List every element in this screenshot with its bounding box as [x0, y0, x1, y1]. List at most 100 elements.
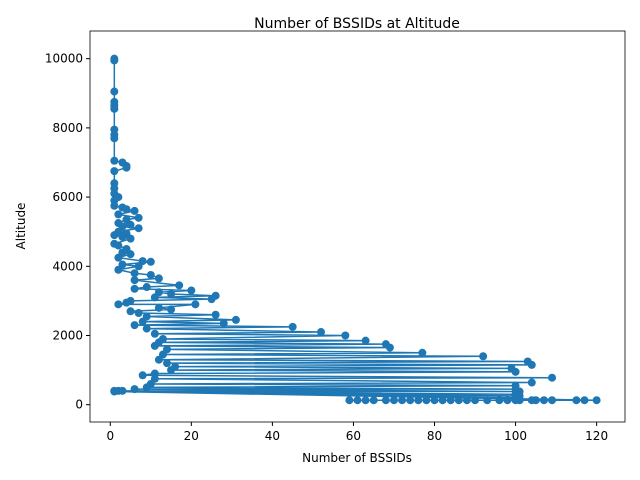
data-point	[527, 378, 536, 387]
data-point	[414, 396, 423, 405]
data-point	[231, 315, 240, 324]
y-tick-label: 6000	[52, 190, 83, 204]
data-point	[446, 396, 455, 405]
y-tick-label: 2000	[52, 328, 83, 342]
data-point	[146, 270, 155, 279]
y-tick-label: 0	[75, 398, 83, 412]
x-tick-label: 20	[184, 429, 199, 443]
data-point	[134, 224, 143, 233]
data-point	[130, 385, 139, 394]
data-point	[430, 396, 439, 405]
data-point	[483, 396, 492, 405]
data-point	[369, 396, 378, 405]
data-point	[138, 371, 147, 380]
data-point	[134, 213, 143, 222]
data-point	[130, 321, 139, 330]
data-point	[110, 87, 119, 96]
data-point	[592, 396, 601, 405]
x-tick-label: 60	[346, 429, 361, 443]
data-point	[114, 300, 123, 309]
data-point	[418, 348, 427, 357]
data-point	[288, 322, 297, 331]
data-point	[110, 201, 119, 210]
data-point	[341, 331, 350, 340]
data-point	[191, 300, 200, 309]
data-point	[317, 328, 326, 337]
data-point	[539, 396, 548, 405]
y-axis-label: Altitude	[14, 203, 28, 250]
data-point	[345, 396, 354, 405]
data-point	[471, 396, 480, 405]
data-point	[572, 396, 581, 405]
x-tick-label: 40	[265, 429, 280, 443]
data-point	[503, 396, 512, 405]
data-point	[130, 269, 139, 278]
data-point	[110, 387, 119, 396]
data-point	[154, 303, 163, 312]
plot-frame	[89, 30, 626, 423]
data-point	[118, 386, 127, 395]
data-point	[187, 286, 196, 295]
data-point	[353, 396, 362, 405]
data-point	[146, 257, 155, 266]
data-point	[454, 396, 463, 405]
data-point	[134, 309, 143, 318]
data-line	[112, 58, 597, 401]
data-point	[154, 274, 163, 283]
data-point	[122, 205, 131, 214]
data-point	[219, 319, 228, 328]
data-point	[580, 396, 589, 405]
data-point	[134, 262, 143, 271]
data-point	[110, 167, 119, 176]
y-tick-label: 10000	[45, 52, 83, 66]
data-point	[527, 360, 536, 369]
data-point	[110, 56, 119, 65]
data-point	[548, 396, 557, 405]
data-point	[361, 336, 370, 345]
data-point	[126, 234, 135, 243]
data-point	[381, 396, 390, 405]
data-point	[150, 341, 159, 350]
data-point	[150, 293, 159, 302]
data-point	[142, 283, 151, 292]
data-point	[150, 329, 159, 338]
data-point	[207, 295, 216, 304]
data-point	[462, 396, 471, 405]
data-point	[126, 220, 135, 229]
data-point	[361, 396, 370, 405]
chart-title: Number of BSSIDs at Altitude	[254, 16, 460, 32]
data-point	[422, 396, 431, 405]
data-point	[110, 231, 119, 240]
data-point	[406, 396, 415, 405]
data-point	[167, 305, 176, 314]
data-point	[114, 265, 123, 274]
x-axis-label: Number of BSSIDs	[302, 451, 412, 465]
data-point	[114, 241, 123, 250]
data-point	[398, 396, 407, 405]
data-point	[110, 156, 119, 165]
data-point	[126, 307, 135, 316]
data-point	[110, 134, 119, 143]
data-point	[511, 396, 520, 405]
data-point	[110, 104, 119, 113]
x-tick-label: 100	[504, 429, 527, 443]
data-point	[142, 383, 151, 392]
data-point	[167, 366, 176, 375]
data-point	[389, 396, 398, 405]
data-point	[479, 352, 488, 361]
data-point	[138, 317, 147, 326]
data-point	[511, 367, 520, 376]
data-point	[167, 289, 176, 298]
data-point	[527, 396, 536, 405]
x-tick-label: 120	[585, 429, 608, 443]
data-point	[495, 396, 504, 405]
data-point	[385, 343, 394, 352]
data-point	[154, 355, 163, 364]
data-point	[122, 298, 131, 307]
data-point	[130, 206, 139, 215]
data-point	[114, 210, 123, 219]
x-tick-label: 80	[427, 429, 442, 443]
data-point	[130, 284, 139, 293]
data-point	[126, 250, 135, 259]
